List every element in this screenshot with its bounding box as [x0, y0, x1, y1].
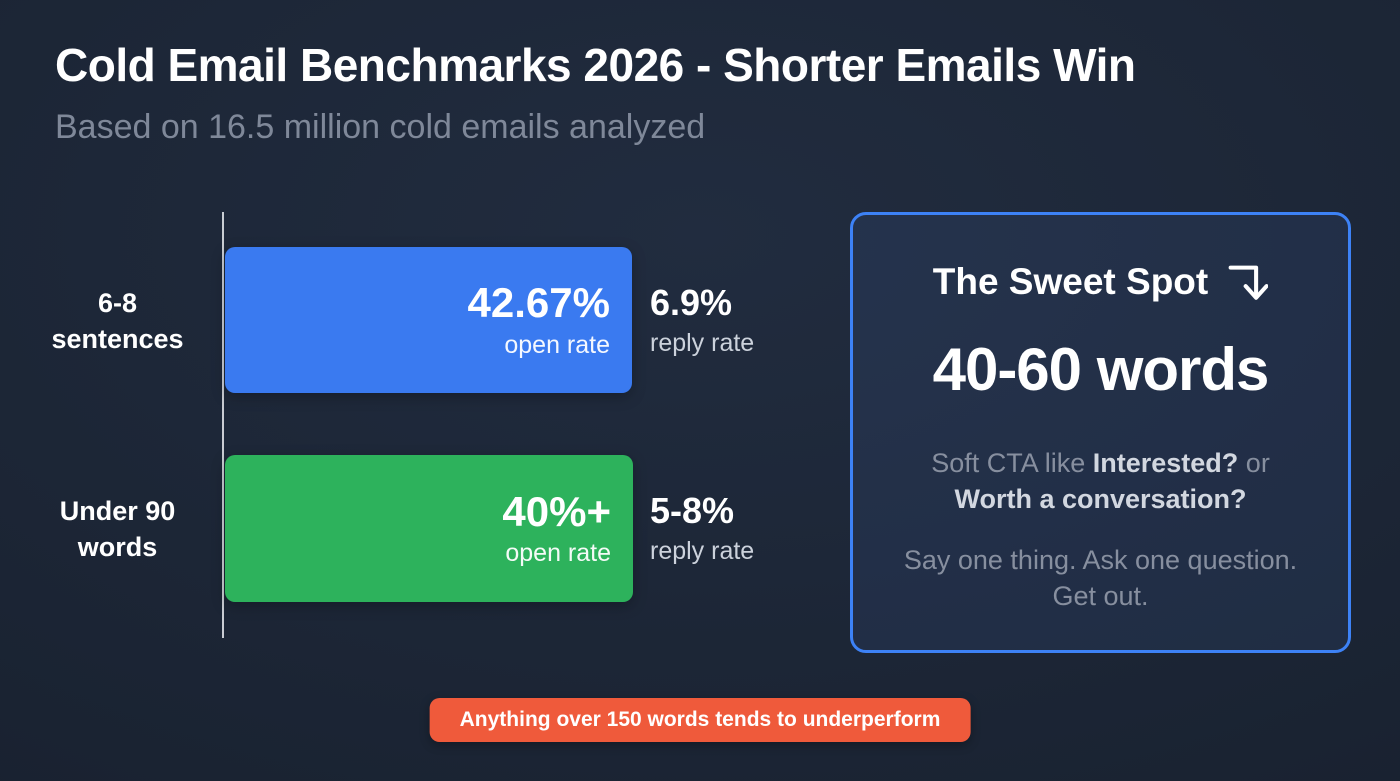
sweet-spot-headline: 40-60 words	[932, 336, 1270, 403]
page-title: Cold Email Benchmarks 2026 - Shorter Ema…	[55, 39, 1136, 91]
category-label-line2: sentences	[51, 323, 184, 354]
reply-rate-caption: reply rate	[650, 328, 755, 357]
sweet-spot-card: The Sweet Spot 40-60 words Soft CTA like…	[850, 212, 1351, 653]
sweet-spot-advice-text: Say one thing. Ask one question. Get out…	[853, 543, 1348, 614]
page-subtitle: Based on 16.5 million cold emails analyz…	[55, 108, 706, 146]
reply-rate-under-90-words: 5-8% reply rate	[650, 491, 830, 566]
reply-rate-value: 6.9%	[650, 282, 733, 323]
open-rate-caption: open rate	[505, 539, 611, 568]
sweet-spot-cta-text: Soft CTA like Interested? or Worth a con…	[853, 446, 1348, 517]
underperform-warning-badge: Anything over 150 words tends to underpe…	[429, 698, 971, 742]
category-label-under-90-words: Under 90 words	[30, 494, 205, 565]
cta-bold-conversation: Worth a conversation?	[954, 483, 1247, 514]
reply-rate-caption: reply rate	[650, 536, 755, 565]
open-rate-caption: open rate	[504, 330, 610, 359]
bar-open-rate-6-8-sentences: 42.67% open rate	[225, 247, 632, 393]
cta-connector: or	[1238, 448, 1270, 478]
category-label-line1: 6-8	[97, 288, 138, 318]
advice-line1: Say one thing. Ask one question.	[903, 545, 1298, 576]
reply-rate-6-8-sentences: 6.9% reply rate	[650, 283, 830, 358]
bar-open-rate-under-90-words: 40%+ open rate	[225, 455, 633, 602]
open-rate-value: 40%+	[502, 487, 611, 535]
reply-rate-value: 5-8%	[650, 490, 735, 531]
sweet-spot-title-row: The Sweet Spot	[932, 261, 1269, 307]
cta-bold-interested: Interested?	[1092, 448, 1239, 478]
chart-axis-line	[222, 212, 224, 638]
cta-prefix: Soft CTA like	[931, 448, 1093, 478]
corner-down-arrow-icon	[1228, 265, 1269, 300]
category-label-6-8-sentences: 6-8 sentences	[30, 286, 205, 357]
category-label-line2: words	[77, 531, 158, 562]
open-rate-value: 42.67%	[467, 279, 610, 327]
sweet-spot-title: The Sweet Spot	[932, 261, 1209, 302]
advice-line2: Get out.	[1052, 580, 1149, 611]
category-label-line1: Under 90	[59, 496, 176, 526]
